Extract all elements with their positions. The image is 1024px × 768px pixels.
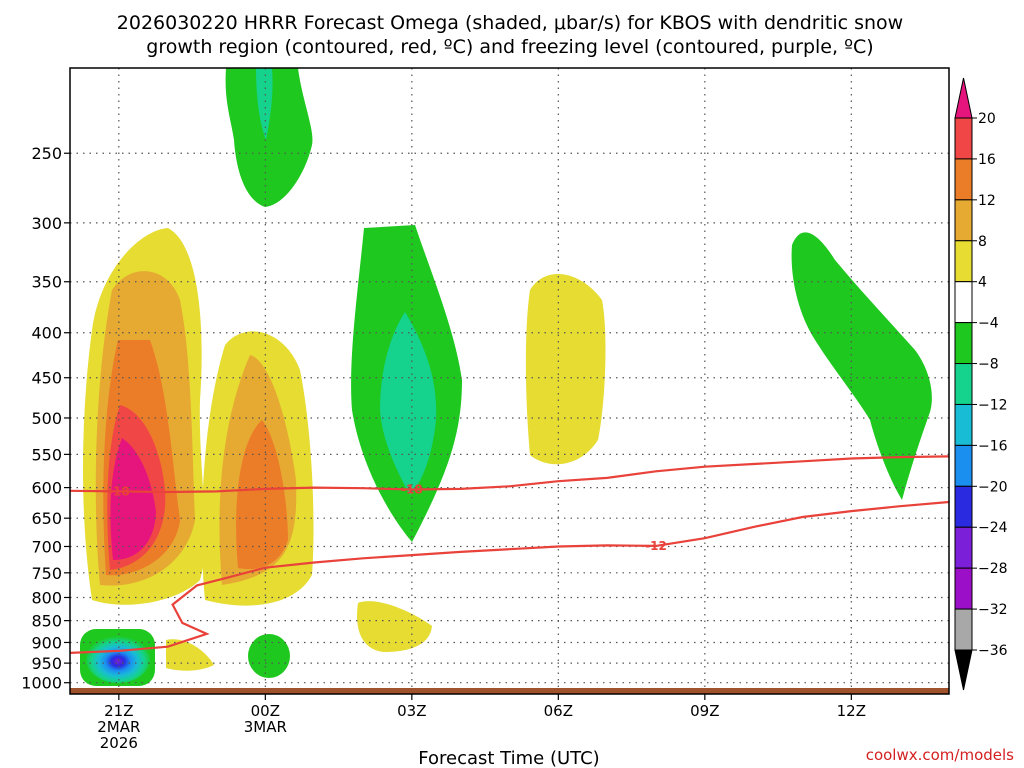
- y-tick-label: 550: [31, 445, 62, 464]
- colorbar-segment: [954, 403, 973, 446]
- colorbar-label: −4: [978, 316, 999, 332]
- colorbar-label: −32: [978, 602, 1008, 618]
- colorbar-label: 12: [978, 193, 996, 209]
- dgz-contour-line: [70, 455, 949, 494]
- omega-shading: [80, 68, 932, 686]
- y-axis: 250 300 350 400 450 500 550 600 650 700 750 800 850 9…: [21, 144, 70, 693]
- y-tick-label: 900: [31, 633, 62, 652]
- y-tick-label: 750: [31, 564, 62, 583]
- x-tick-label: 2026: [100, 734, 138, 752]
- y-tick-label: 800: [31, 588, 62, 607]
- colorbar-segment: [954, 158, 973, 201]
- colorbar-segment: [954, 649, 973, 691]
- y-tick-label: 700: [31, 537, 62, 556]
- omega-region-upper-downward: [225, 68, 313, 207]
- colorbar-label: −16: [978, 438, 1008, 454]
- omega-region-upward-core-magenta: [110, 438, 156, 560]
- colorbar-segment: [954, 77, 973, 119]
- chart-title-line-1: 2026030220 HRRR Forecast Omega (shaded, …: [117, 12, 903, 34]
- colorbar-label: −36: [978, 643, 1008, 659]
- x-tick-label: 2MAR: [97, 718, 140, 736]
- omega-region-small-low-upward: [166, 639, 214, 671]
- x-tick-label: 3MAR: [244, 718, 287, 736]
- plot-frame: [69, 67, 950, 695]
- colorbar-label: 20: [978, 111, 996, 127]
- omega-region-upper-downward-core: [256, 68, 273, 140]
- y-tick-label: 300: [31, 214, 62, 233]
- colorbar-segment: [954, 608, 973, 651]
- y-tick-label: 500: [31, 409, 62, 428]
- colorbar-segment: [954, 485, 973, 528]
- y-tick-label: 950: [31, 654, 62, 673]
- colorbar-label: 16: [978, 152, 996, 168]
- colorbar-segment: [954, 363, 973, 405]
- contour-label: -18: [401, 483, 423, 497]
- x-tick-label: 09Z: [690, 702, 719, 720]
- colorbar-segment: [954, 240, 973, 283]
- colorbar-label: −12: [978, 397, 1008, 413]
- omega-region-secondary-lobe-darkorange: [236, 420, 288, 570]
- dgz-contour-line: [70, 500, 949, 654]
- colorbar: 20 16 12 8 4 −4 −8 −12 −16 −20 −24 −28 −32 −36: [954, 77, 1008, 691]
- colorbar-segment: [954, 322, 973, 365]
- x-tick-label: 00Z: [251, 702, 280, 720]
- colorbar-segment: [954, 117, 973, 160]
- dgz-contours: -18 -18 -12: [70, 455, 949, 654]
- y-tick-label: 250: [31, 144, 62, 163]
- colorbar-segment: [954, 444, 973, 487]
- omega-region-low-downward-core: [86, 635, 150, 683]
- y-tick-label: 1000: [21, 674, 62, 693]
- ground-strip: [70, 688, 949, 694]
- colorbar-label: −20: [978, 479, 1008, 495]
- contour-label: -12: [645, 539, 667, 553]
- colorbar-label: 8: [978, 234, 987, 250]
- x-tick-label: 12Z: [837, 702, 866, 720]
- colorbar-label: 4: [978, 275, 987, 291]
- credit-text: coolwx.com/models: [866, 746, 1014, 764]
- colorbar-segment: [954, 567, 973, 610]
- y-tick-label: 350: [31, 273, 62, 292]
- x-axis-title: Forecast Time (UTC): [418, 748, 599, 768]
- y-tick-label: 600: [31, 479, 62, 498]
- colorbar-segment: [954, 199, 973, 242]
- colorbar-label: −8: [978, 357, 999, 373]
- colorbar-segment: [954, 526, 973, 569]
- x-tick-label: 03Z: [397, 702, 426, 720]
- grid-lines: [70, 68, 949, 694]
- y-tick-label: 450: [31, 369, 62, 388]
- omega-region-late-downward: [791, 232, 932, 500]
- omega-region-small-low-downward: [248, 634, 290, 678]
- omega-region-small-upward: [357, 601, 432, 652]
- contour-label: -18: [108, 484, 130, 498]
- x-tick-label: 21Z: [104, 702, 133, 720]
- y-tick-label: 400: [31, 324, 62, 343]
- omega-region-mid-upward: [525, 273, 606, 465]
- colorbar-label: −28: [978, 561, 1008, 577]
- chart-title-line-2: growth region (contoured, red, ºC) and f…: [146, 36, 873, 58]
- colorbar-segment: [954, 281, 973, 324]
- y-tick-label: 850: [31, 612, 62, 631]
- x-tick-label: 06Z: [544, 702, 573, 720]
- colorbar-label: −24: [978, 520, 1008, 536]
- y-tick-label: 650: [31, 509, 62, 528]
- omega-region-mid-downward-core: [380, 312, 437, 495]
